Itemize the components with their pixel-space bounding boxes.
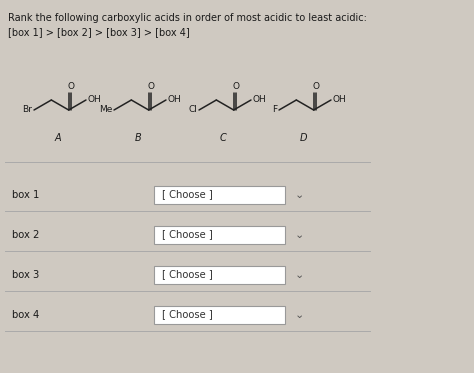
Text: O: O: [232, 82, 239, 91]
Text: B: B: [135, 133, 141, 143]
Text: C: C: [219, 133, 227, 143]
Text: box 1: box 1: [12, 189, 39, 200]
FancyBboxPatch shape: [155, 266, 285, 283]
Text: [ Choose ]: [ Choose ]: [162, 189, 213, 200]
Text: F: F: [272, 106, 277, 115]
Text: OH: OH: [88, 95, 102, 104]
Text: OH: OH: [333, 95, 346, 104]
Text: [ Choose ]: [ Choose ]: [162, 229, 213, 239]
FancyBboxPatch shape: [155, 305, 285, 323]
Text: box 2: box 2: [12, 229, 39, 239]
Text: [ Choose ]: [ Choose ]: [162, 310, 213, 320]
Text: A: A: [55, 133, 61, 143]
Text: box 3: box 3: [12, 270, 39, 279]
Text: Rank the following carboxylic acids in order of most acidic to least acidic:: Rank the following carboxylic acids in o…: [8, 13, 367, 23]
Text: O: O: [312, 82, 319, 91]
Text: OH: OH: [253, 95, 267, 104]
Text: ⌄: ⌄: [295, 189, 304, 200]
Text: D: D: [299, 133, 307, 143]
Text: O: O: [67, 82, 74, 91]
Text: box 4: box 4: [12, 310, 39, 320]
Text: [ Choose ]: [ Choose ]: [162, 270, 213, 279]
Text: Br: Br: [22, 106, 32, 115]
FancyBboxPatch shape: [155, 185, 285, 204]
Text: Me: Me: [99, 106, 112, 115]
Text: [box 1] > [box 2] > [box 3] > [box 4]: [box 1] > [box 2] > [box 3] > [box 4]: [8, 27, 190, 37]
Text: ⌄: ⌄: [295, 270, 304, 279]
FancyBboxPatch shape: [155, 226, 285, 244]
Text: ⌄: ⌄: [295, 310, 304, 320]
Text: OH: OH: [168, 95, 182, 104]
Text: Cl: Cl: [188, 106, 197, 115]
Text: O: O: [147, 82, 155, 91]
Text: ⌄: ⌄: [295, 229, 304, 239]
